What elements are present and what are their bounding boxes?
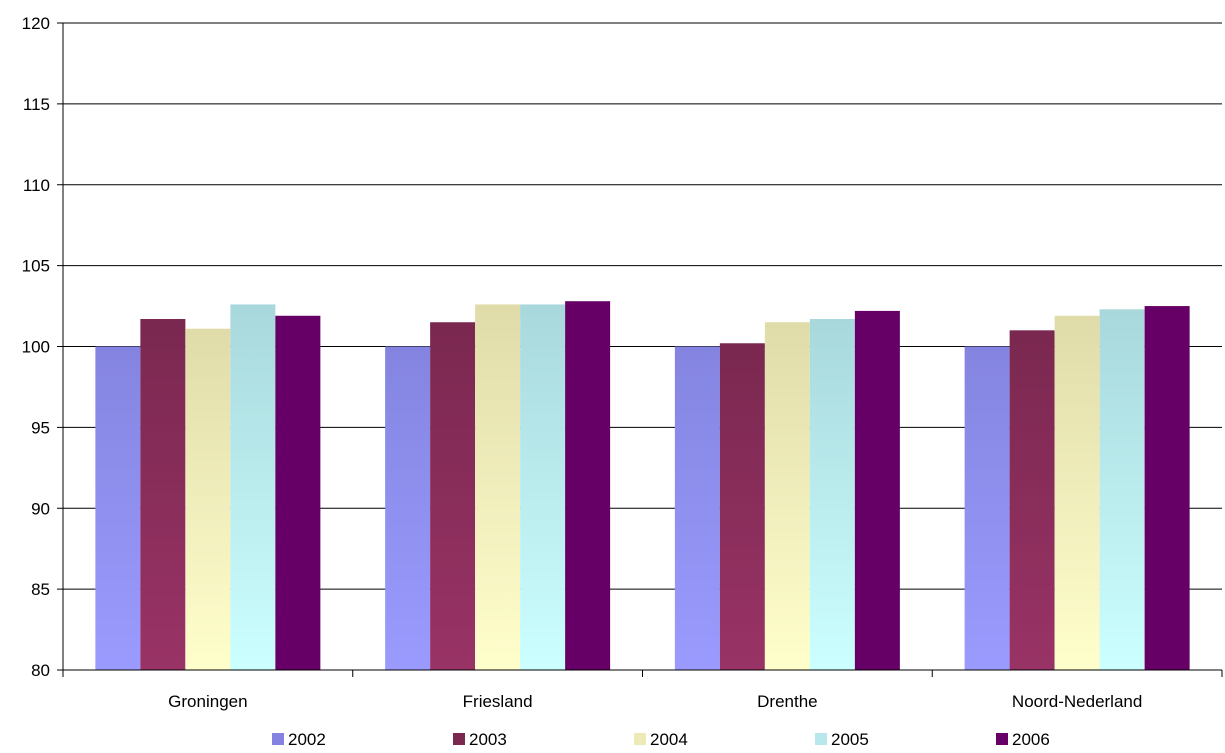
y-tick-label: 80 bbox=[31, 661, 50, 680]
bar-friesland-2006 bbox=[565, 301, 611, 670]
bar-noord-nederland-2005 bbox=[1099, 309, 1145, 670]
bar-noord-nederland-2006 bbox=[1144, 306, 1190, 670]
y-tick-label: 100 bbox=[22, 338, 50, 357]
bar-drenthe-2005 bbox=[809, 319, 855, 670]
y-tick-label: 115 bbox=[23, 95, 50, 114]
legend-swatch-2004 bbox=[634, 733, 646, 745]
legend-label-2003: 2003 bbox=[469, 730, 507, 749]
y-tick-label: 90 bbox=[31, 499, 50, 518]
legend-swatch-2005 bbox=[815, 733, 827, 745]
legend-label-2005: 2005 bbox=[831, 730, 869, 749]
bar-groningen-2002 bbox=[95, 346, 141, 670]
bars bbox=[95, 301, 1190, 670]
bar-noord-nederland-2003 bbox=[1009, 330, 1055, 670]
x-category-label: Friesland bbox=[463, 692, 533, 711]
x-category-label: Groningen bbox=[168, 692, 247, 711]
x-category-label: Drenthe bbox=[757, 692, 817, 711]
bar-groningen-2006 bbox=[275, 315, 321, 670]
axes: 80 85 90 95 100 105 110 115 120 Groningen Frieslan… bbox=[22, 14, 1223, 711]
y-tick-label: 105 bbox=[22, 257, 50, 276]
bar-friesland-2005 bbox=[520, 304, 566, 670]
legend-swatch-2002 bbox=[272, 733, 284, 745]
x-category-label: Noord-Nederland bbox=[1012, 692, 1142, 711]
bar-drenthe-2003 bbox=[719, 343, 765, 670]
bar-drenthe-2004 bbox=[764, 322, 810, 670]
legend-label-2004: 2004 bbox=[650, 730, 688, 749]
legend-swatch-2003 bbox=[453, 733, 465, 745]
legend-label-2002: 2002 bbox=[288, 730, 326, 749]
bar-noord-nederland-2004 bbox=[1054, 315, 1100, 670]
bar-groningen-2004 bbox=[185, 328, 231, 670]
bar-friesland-2002 bbox=[385, 346, 431, 670]
bar-friesland-2004 bbox=[475, 304, 521, 670]
legend-swatch-2006 bbox=[996, 733, 1008, 745]
legend: 2002 2003 2004 2005 2006 bbox=[272, 730, 1050, 749]
y-tick-label: 110 bbox=[23, 176, 50, 195]
bar-noord-nederland-2002 bbox=[964, 346, 1010, 670]
bar-drenthe-2006 bbox=[854, 310, 900, 670]
bar-drenthe-2002 bbox=[674, 346, 720, 670]
bar-friesland-2003 bbox=[430, 322, 476, 670]
bar-groningen-2005 bbox=[230, 304, 276, 670]
y-tick-label: 85 bbox=[31, 580, 50, 599]
bar-groningen-2003 bbox=[140, 319, 186, 670]
y-tick-label: 95 bbox=[31, 418, 50, 437]
legend-label-2006: 2006 bbox=[1012, 730, 1050, 749]
y-tick-label: 120 bbox=[22, 14, 50, 33]
